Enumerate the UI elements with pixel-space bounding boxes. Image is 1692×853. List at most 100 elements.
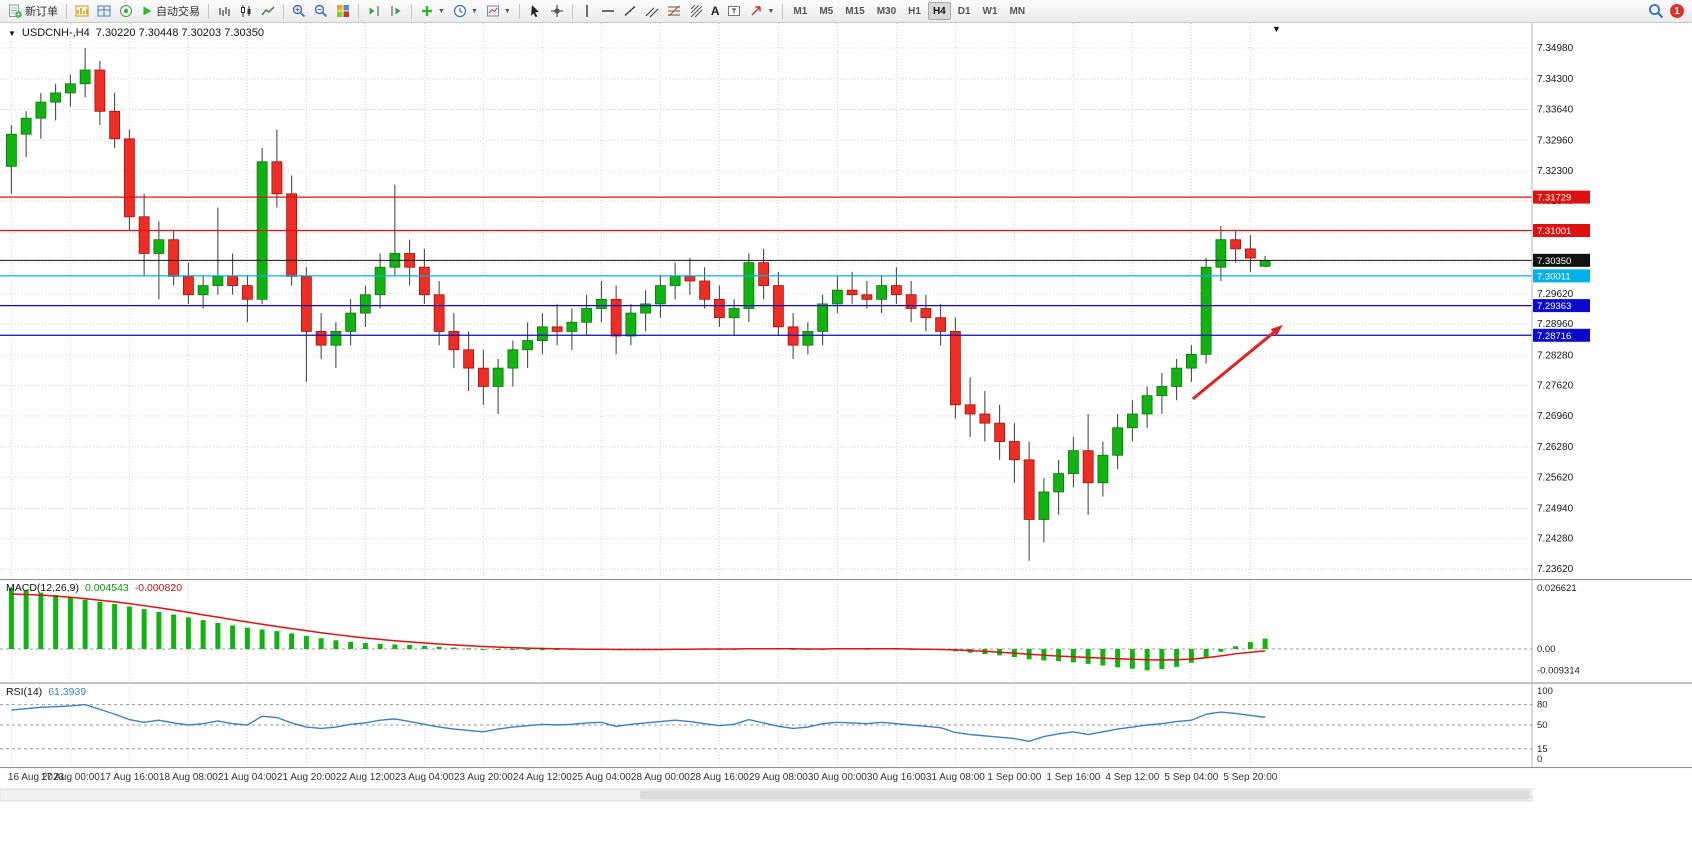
arrows-tool-button[interactable]: ▼	[745, 1, 778, 21]
auto-trading-label: 自动交易	[156, 6, 200, 18]
timeframe-m15[interactable]: M15	[845, 5, 865, 17]
timeframe-h1[interactable]: H1	[908, 5, 921, 17]
svg-text:21 Aug 20:00: 21 Aug 20:00	[277, 772, 336, 783]
toolbar-separator	[571, 3, 573, 19]
macd-main-value: 0.004543	[84, 582, 129, 594]
svg-text:7.34980: 7.34980	[1537, 43, 1574, 54]
svg-text:16 Aug 2023: 16 Aug 2023	[8, 772, 65, 783]
indicators-button[interactable]: ▼	[416, 1, 449, 21]
chevron-down-icon: ▼	[503, 7, 511, 15]
svg-text:7.34300: 7.34300	[1537, 74, 1574, 85]
periods-button[interactable]: ▼	[449, 1, 482, 21]
chart-title: ▼ USDCNH-,H4 7.30220 7.30448 7.30203 7.3…	[8, 27, 264, 39]
toolbar-separator	[358, 3, 359, 19]
new-order-button[interactable]: 新订单	[4, 1, 62, 21]
auto-scroll-button[interactable]	[363, 1, 385, 21]
candlestick-chart-button[interactable]	[235, 1, 257, 21]
price-axis[interactable]: 7.349807.343007.336407.329607.323007.316…	[1531, 23, 1590, 767]
svg-text:4 Sep 12:00: 4 Sep 12:00	[1105, 772, 1159, 783]
new-chart-button[interactable]	[71, 1, 93, 21]
chart-shift-button[interactable]	[385, 1, 407, 21]
toolbar-separator	[283, 3, 284, 19]
chart-window: 7.349807.343007.336407.329607.323007.316…	[0, 23, 1692, 853]
macd-panel: 0.026621 0.00 -0.009314	[0, 583, 1580, 676]
svg-text:7.28960: 7.28960	[1537, 319, 1574, 330]
shapes-tool-button[interactable]	[685, 1, 707, 21]
rsi-panel: 100 80 50 150	[0, 686, 1553, 765]
auto-trading-button[interactable]: 自动交易	[137, 1, 204, 21]
timeframe-m1[interactable]: M1	[793, 5, 808, 17]
horizontal-line-tool-button[interactable]	[597, 1, 619, 21]
toolbar-separator	[208, 3, 209, 19]
svg-text:7.27620: 7.27620	[1537, 381, 1574, 392]
chevron-down-icon: ▼	[438, 7, 445, 15]
timeframe-m30[interactable]: M30	[876, 5, 897, 17]
symbol-period-label: USDCNH-,H4	[21, 27, 90, 39]
timeframe-m5[interactable]: M5	[819, 5, 834, 17]
svg-text:25 Aug 04:00: 25 Aug 04:00	[572, 772, 631, 783]
svg-text:7.28716: 7.28716	[1537, 331, 1571, 342]
chevron-down-icon: ▼	[767, 7, 775, 15]
toolbar-separator	[782, 3, 784, 19]
community-button[interactable]	[115, 1, 137, 21]
svg-text:7.23620: 7.23620	[1537, 564, 1574, 575]
cursor-button[interactable]	[524, 1, 546, 21]
svg-text:1 Sep 16:00: 1 Sep 16:00	[1046, 772, 1100, 783]
profiles-button[interactable]	[93, 1, 115, 21]
svg-text:7.29620: 7.29620	[1537, 289, 1574, 300]
svg-text:5 Sep 20:00: 5 Sep 20:00	[1223, 772, 1277, 783]
timeframe-mn[interactable]: MN	[1009, 5, 1026, 17]
crosshair-icon	[550, 5, 563, 17]
svg-text:80: 80	[1537, 700, 1548, 711]
channel-tool-button[interactable]	[641, 1, 663, 21]
trendline-tool-button[interactable]	[619, 1, 641, 21]
text-tool-button[interactable]: A	[707, 1, 724, 21]
svg-text:7.26960: 7.26960	[1537, 411, 1574, 422]
svg-text:7.30350: 7.30350	[1537, 256, 1571, 267]
new-chart-icon	[75, 5, 89, 17]
svg-text:22 Aug 12:00: 22 Aug 12:00	[336, 772, 395, 783]
svg-text:7.26280: 7.26280	[1537, 442, 1574, 453]
zoom-out-button[interactable]	[310, 1, 332, 21]
toolbar-separator	[411, 3, 412, 19]
zoom-in-icon	[292, 4, 306, 18]
toolbar-separator	[518, 3, 520, 19]
svg-text:7.25620: 7.25620	[1537, 472, 1574, 483]
svg-text:0.026621: 0.026621	[1537, 583, 1577, 594]
tile-windows-button[interactable]	[332, 1, 354, 21]
timeframe-w1[interactable]: W1	[982, 5, 998, 17]
svg-text:18 Aug 08:00: 18 Aug 08:00	[159, 772, 218, 783]
templates-icon	[486, 5, 499, 17]
macd-name: MACD(12,26,9)	[6, 582, 79, 594]
auto-scroll-icon	[369, 6, 379, 16]
timeframe-h4[interactable]: H4	[927, 2, 951, 20]
svg-text:15: 15	[1537, 744, 1548, 755]
rsi-indicator-label: RSI(14) 61.3939	[6, 686, 86, 698]
fibonacci-icon	[667, 5, 680, 17]
svg-text:23 Aug 20:00: 23 Aug 20:00	[454, 772, 513, 783]
bar-chart-button[interactable]	[213, 1, 235, 21]
search-icon[interactable]	[1648, 3, 1664, 19]
fibonacci-tool-button[interactable]	[663, 1, 685, 21]
templates-button[interactable]: ▼	[482, 1, 515, 21]
tile-windows-icon	[337, 5, 349, 17]
svg-text:7.32960: 7.32960	[1537, 136, 1574, 147]
arrow-annotation[interactable]	[1191, 325, 1283, 401]
crosshair-button[interactable]	[546, 1, 568, 21]
svg-text:7.33640: 7.33640	[1537, 104, 1574, 115]
channel-icon	[645, 7, 659, 18]
timeframe-d1[interactable]: D1	[957, 5, 971, 17]
macd-signal-value: -0.000820	[134, 582, 183, 594]
vertical-line-tool-button[interactable]	[577, 1, 597, 21]
svg-text:0.00: 0.00	[1537, 644, 1556, 655]
line-chart-button[interactable]	[257, 1, 279, 21]
zoom-in-button[interactable]	[288, 1, 310, 21]
new-order-label: 新订单	[25, 6, 58, 18]
svg-text:0: 0	[1537, 754, 1542, 765]
notification-badge[interactable]: 1	[1670, 4, 1684, 18]
text-label-tool-button[interactable]	[723, 1, 745, 21]
collapse-triangle-icon[interactable]: ▼	[8, 29, 16, 38]
scroll-to-end-icon[interactable]: ▼	[1272, 24, 1281, 34]
chart-canvas[interactable]: 7.349807.343007.336407.329607.323007.316…	[0, 23, 1692, 853]
